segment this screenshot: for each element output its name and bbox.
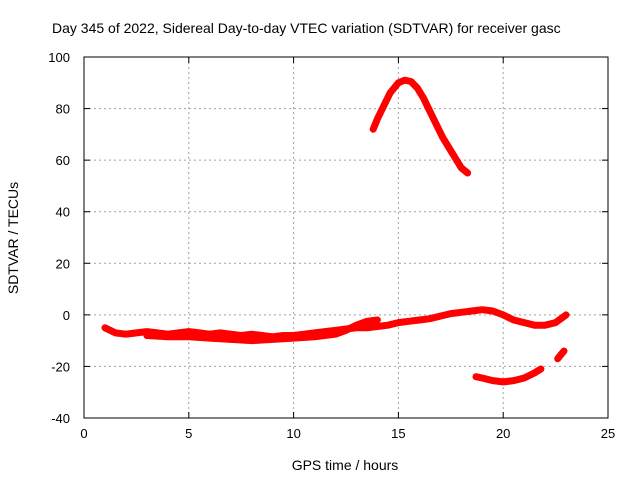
data-point bbox=[458, 164, 465, 171]
x-tick-label: 0 bbox=[80, 426, 87, 441]
data-point bbox=[269, 336, 276, 343]
data-point bbox=[363, 324, 370, 331]
data-point bbox=[353, 322, 360, 329]
data-point bbox=[458, 309, 465, 316]
series-line-peak-arc bbox=[369, 76, 472, 177]
data-point bbox=[521, 375, 528, 382]
data-point bbox=[433, 121, 440, 128]
data-point bbox=[489, 307, 496, 314]
x-axis-label: GPS time / hours bbox=[292, 457, 399, 473]
y-tick-label: -40 bbox=[51, 411, 70, 426]
data-point bbox=[479, 306, 486, 313]
data-point bbox=[563, 311, 570, 318]
data-point bbox=[164, 333, 171, 340]
axis-ticks: 0 5 10 15 20 25 -40 -20 0 20 40 60 80 100 bbox=[48, 50, 615, 441]
data-point bbox=[537, 366, 544, 373]
x-tick-label: 20 bbox=[496, 426, 510, 441]
data-point bbox=[401, 77, 408, 84]
data-point bbox=[143, 332, 150, 339]
data-point bbox=[248, 331, 255, 338]
y-tick-label: 20 bbox=[56, 256, 70, 271]
data-point bbox=[557, 351, 564, 358]
data-series-group bbox=[101, 76, 570, 386]
data-point bbox=[552, 319, 559, 326]
x-tick-label: 15 bbox=[391, 426, 405, 441]
data-point bbox=[384, 322, 391, 329]
data-point bbox=[414, 84, 421, 91]
y-tick-label: 80 bbox=[56, 102, 70, 117]
data-point bbox=[332, 331, 339, 338]
data-point bbox=[479, 375, 486, 382]
data-point bbox=[374, 317, 381, 324]
data-point bbox=[227, 336, 234, 343]
data-point bbox=[510, 377, 517, 384]
data-point bbox=[531, 369, 538, 376]
data-point bbox=[122, 331, 129, 338]
data-point bbox=[542, 322, 549, 329]
data-point bbox=[500, 378, 507, 385]
data-point bbox=[374, 115, 381, 122]
y-tick-label: 40 bbox=[56, 205, 70, 220]
series-line-dip-arc bbox=[472, 365, 545, 386]
data-point bbox=[405, 318, 412, 325]
data-point bbox=[560, 347, 567, 354]
y-tick-label: 60 bbox=[56, 153, 70, 168]
data-point bbox=[133, 329, 140, 336]
data-point bbox=[311, 333, 318, 340]
data-point bbox=[464, 170, 471, 177]
data-point bbox=[206, 335, 213, 342]
data-point bbox=[447, 310, 454, 317]
data-point bbox=[426, 108, 433, 115]
data-point bbox=[445, 144, 452, 151]
data-point bbox=[363, 318, 370, 325]
data-point bbox=[521, 319, 528, 326]
y-axis-label: SDTVAR / TECUs bbox=[5, 182, 21, 294]
data-point bbox=[395, 79, 402, 86]
plot-frame bbox=[83, 56, 609, 419]
data-point bbox=[437, 313, 444, 320]
data-point bbox=[510, 317, 517, 324]
data-point bbox=[426, 315, 433, 322]
data-point bbox=[472, 373, 479, 380]
data-point bbox=[489, 377, 496, 384]
data-point bbox=[416, 317, 423, 324]
data-point bbox=[468, 307, 475, 314]
data-point bbox=[290, 335, 297, 342]
data-point bbox=[531, 322, 538, 329]
data-point bbox=[370, 126, 377, 133]
y-tick-label: -20 bbox=[51, 359, 70, 374]
data-point bbox=[248, 337, 255, 344]
data-point bbox=[112, 329, 119, 336]
data-point bbox=[374, 323, 381, 330]
data-point bbox=[387, 90, 394, 97]
data-point bbox=[380, 102, 387, 109]
x-tick-label: 10 bbox=[286, 426, 300, 441]
data-point bbox=[554, 355, 561, 362]
y-tick-label: 0 bbox=[63, 308, 70, 323]
data-point bbox=[101, 324, 108, 331]
data-point bbox=[420, 95, 427, 102]
x-tick-label: 5 bbox=[185, 426, 192, 441]
data-point bbox=[395, 319, 402, 326]
x-tick-label: 25 bbox=[601, 426, 615, 441]
data-point bbox=[451, 154, 458, 161]
data-point bbox=[407, 78, 414, 85]
chart-title: Day 345 of 2022, Sidereal Day-to-day VTE… bbox=[52, 20, 561, 36]
data-point bbox=[500, 311, 507, 318]
data-point bbox=[185, 333, 192, 340]
y-tick-label: 100 bbox=[48, 50, 70, 65]
data-point bbox=[217, 329, 224, 336]
data-point bbox=[343, 327, 349, 334]
data-point bbox=[439, 133, 446, 140]
grid-lines bbox=[84, 57, 608, 418]
